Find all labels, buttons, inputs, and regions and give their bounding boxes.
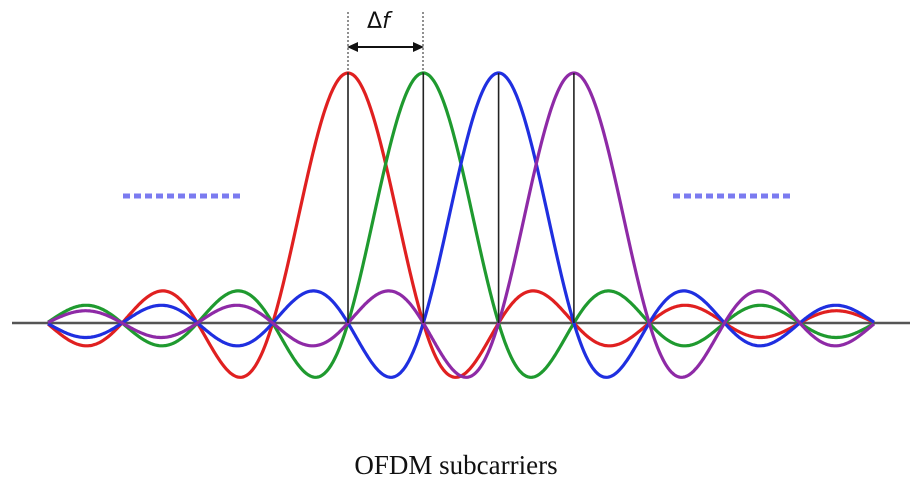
spacing-arrow-right-head [413, 42, 424, 52]
spacing-indicator: Δf [347, 9, 424, 88]
figure-caption: OFDM subcarriers [354, 450, 558, 480]
blue-subcarrier [47, 71, 875, 379]
purple-subcarrier [47, 71, 876, 379]
frequency-symbol: f [382, 9, 393, 34]
peak-markers [347, 73, 575, 323]
spacing-label: Δf [367, 9, 393, 34]
spacing-arrow-left-head [347, 42, 358, 52]
subcarrier-curves [47, 71, 876, 379]
delta-symbol: Δ [367, 9, 382, 34]
green-subcarrier [47, 71, 875, 379]
red-subcarrier [47, 71, 875, 379]
